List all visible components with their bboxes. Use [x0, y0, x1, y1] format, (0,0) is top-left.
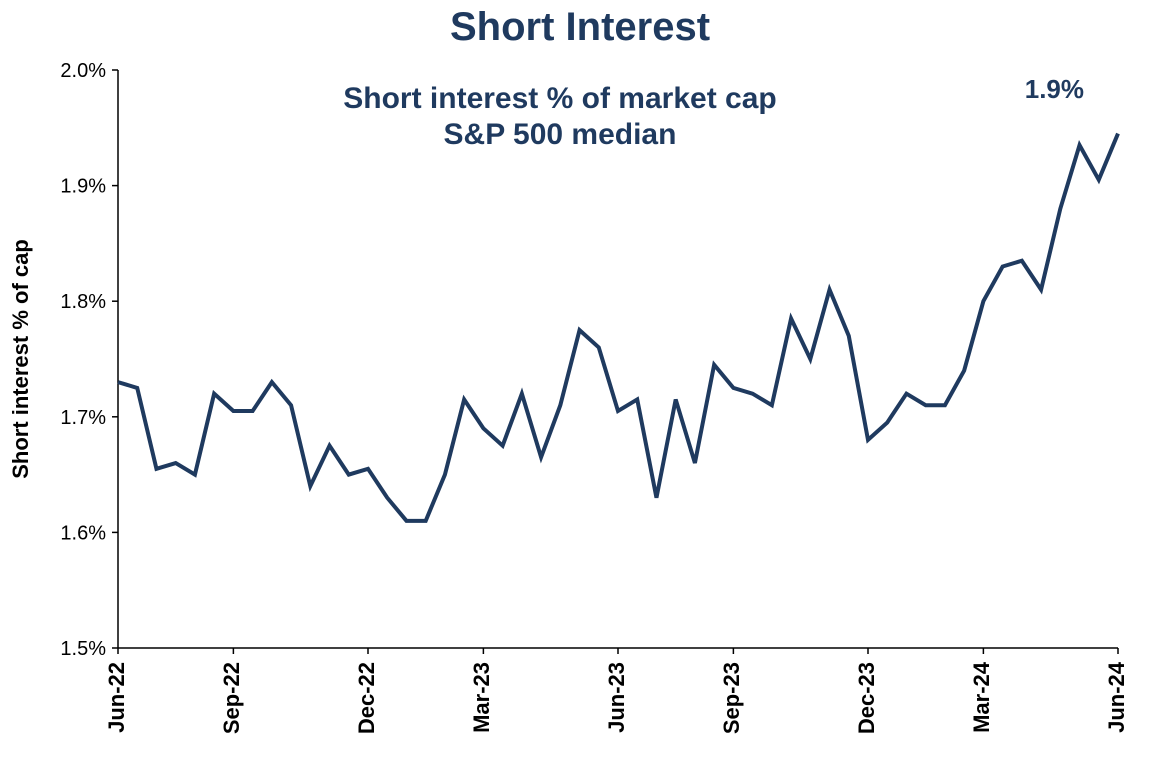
x-tick-label: Sep-23: [719, 662, 744, 734]
y-tick-label: 1.9%: [60, 176, 106, 198]
chart-subtitle-line1: Short interest % of market cap: [343, 82, 776, 115]
x-tick-label: Dec-22: [354, 662, 379, 734]
chart-container: Short Interest Short interest % of market…: [0, 0, 1160, 776]
x-tick-label: Jun-22: [104, 662, 129, 733]
y-tick-label: 1.5%: [60, 638, 106, 660]
line-chart: Short Interest Short interest % of market…: [0, 0, 1160, 776]
end-value-label: 1.9%: [1025, 74, 1084, 104]
chart-title: Short Interest: [450, 5, 710, 49]
y-tick-label: 2.0%: [60, 60, 106, 82]
y-tick-label: 1.6%: [60, 522, 106, 544]
x-tick-label: Sep-22: [219, 662, 244, 734]
x-tick-label: Mar-24: [969, 661, 994, 733]
x-tick-label: Jun-23: [604, 662, 629, 733]
y-tick-label: 1.8%: [60, 291, 106, 313]
chart-subtitle-line2: S&P 500 median: [444, 118, 677, 151]
y-axis-title: Short interest % of cap: [8, 239, 33, 479]
x-tick-label: Dec-23: [854, 662, 879, 734]
x-tick-label: Mar-23: [469, 662, 494, 733]
x-tick-label: Jun-24: [1104, 661, 1129, 733]
y-tick-label: 1.7%: [60, 407, 106, 429]
